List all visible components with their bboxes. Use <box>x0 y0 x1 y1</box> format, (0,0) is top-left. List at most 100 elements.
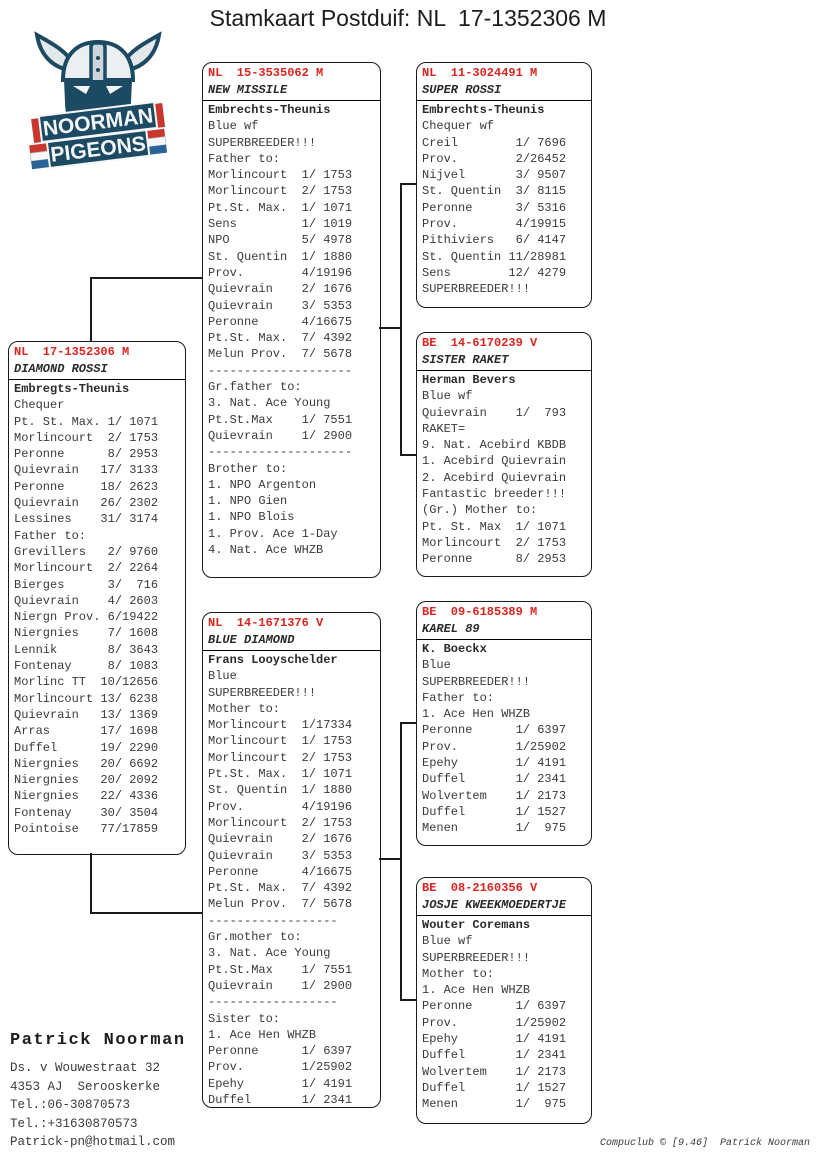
pedigree-details: K. Boeckx Blue SUPERBREEDER!!! Father to: 1.… <box>417 640 591 837</box>
helmet-rivet-icon <box>96 68 100 72</box>
result-line: Epehy 1/ 4191 <box>422 756 567 771</box>
pedigree-connector-line <box>400 722 402 1000</box>
result-line: Epehy 1/ 4191 <box>422 1032 567 1047</box>
pedigree-details: Wouter Coremans Blue wf SUPERBREEDER!!! Mot… <box>417 916 591 1113</box>
result-line: Melun Prov. 7/ 5678 <box>208 347 353 362</box>
result-line: Duffel 19/ 2290 <box>14 740 159 755</box>
result-line: Blue wf <box>422 934 473 949</box>
result-line: Pt.St. Max. 7/ 4392 <box>208 881 353 896</box>
result-line: Mother to: <box>208 701 281 716</box>
result-line: Menen 1/ 975 <box>422 821 567 836</box>
result-line: Wolvertem 1/ 2173 <box>422 1064 567 1079</box>
ring-number: NL 14-1671376 V <box>208 616 324 630</box>
result-line: 1. Ace Hen WHZB <box>422 707 531 722</box>
pedigree-box-sire-dam: BE 14-6170239 V SISTER RAKET Herman Beve… <box>416 332 592 577</box>
pedigree-connector-line <box>400 722 416 724</box>
result-line: Herman Bevers <box>422 373 516 387</box>
contact-line: Tel.:+31630870573 <box>10 1116 138 1131</box>
result-line: Grevillers 2/ 9760 <box>14 544 159 559</box>
result-line: Prov. 1/25902 <box>208 1060 353 1075</box>
result-line: Chequer <box>14 398 65 413</box>
result-line: Peronne 8/ 2953 <box>14 447 159 462</box>
result-line: Quievrain 1/ 2900 <box>208 428 353 443</box>
result-line: Fantastic breeder!!! <box>422 487 567 502</box>
result-line: Quievrain 4/ 2603 <box>14 593 159 608</box>
result-line: Morlincourt 13/ 6238 <box>14 691 159 706</box>
result-line: K. Boeckx <box>422 642 487 656</box>
result-line: Prov. 4/19915 <box>422 217 567 232</box>
result-line: Epehy 1/ 4191 <box>208 1076 353 1091</box>
result-line: 3. Nat. Ace Young <box>208 396 331 411</box>
ring-number: NL 11-3024491 M <box>422 66 538 80</box>
result-line: Peronne 8/ 2953 <box>422 552 567 567</box>
pedigree-details: Embregts-Theunis Chequer Pt. St. Max. 1/ 1… <box>9 380 185 837</box>
result-line: Sens 1/ 1019 <box>208 217 353 232</box>
result-line: 1. Prov. Ace 1-Day <box>208 526 338 541</box>
pedigree-connector-line <box>400 454 416 456</box>
ring-number: BE 09-6185389 M <box>422 605 538 619</box>
pedigree-details: Embrechts-Theunis Chequer wf Creil 1/ 7696… <box>417 101 591 298</box>
result-line: 1. Ace Hen WHZB <box>422 983 531 998</box>
result-line: Quievrain 1/ 2900 <box>208 978 353 993</box>
result-line: Embrechts-Theunis <box>422 103 545 117</box>
result-line: Pt.St. Max. 7/ 4392 <box>208 331 353 346</box>
result-line: Niergnies 20/ 2092 <box>14 773 159 788</box>
result-line: Niergnies 20/ 6692 <box>14 756 159 771</box>
result-line: Morlincourt 1/ 1753 <box>208 734 353 749</box>
dutch-flag-tail-right-icon <box>142 128 168 156</box>
result-line: Father to: <box>14 528 87 543</box>
result-line: Duffel 1/ 1527 <box>422 1080 567 1095</box>
result-line: Morlincourt 2/ 1753 <box>422 535 567 550</box>
result-line: NPO 5/ 4978 <box>208 233 353 248</box>
result-line: St. Quentin 1/ 1880 <box>208 783 353 798</box>
result-line: Pt. St. Max 1/ 1071 <box>422 519 567 534</box>
result-line: Prov. 2/26452 <box>422 151 567 166</box>
page-title: Stamkaart Postduif: NL 17-1352306 M <box>209 5 607 31</box>
result-line: Quievrain 13/ 1369 <box>14 707 159 722</box>
result-line: Blue <box>422 658 451 673</box>
pedigree-connector-line <box>400 183 416 185</box>
result-line: Creil 1/ 7696 <box>422 135 567 150</box>
breeder-contact-block: Patrick Noorman Ds. v Wouwestraat 32 4353… <box>10 1030 186 1152</box>
result-line: Lessines 31/ 3174 <box>14 512 159 527</box>
pigeon-name: DIAMOND ROSSI <box>9 361 185 380</box>
result-line: St. Quentin 1/ 1880 <box>208 249 353 264</box>
result-line: Morlincourt 2/ 1753 <box>208 750 353 765</box>
ring-number: NL 17-1352306 M <box>14 345 130 359</box>
result-line: SUPERBREEDER!!! <box>208 685 317 700</box>
ring-number: NL 15-3535062 M <box>208 66 324 80</box>
result-line: Chequer wf <box>422 119 495 134</box>
result-line: Morlincourt 2/ 1753 <box>14 430 159 445</box>
result-line: Nijvel 3/ 9507 <box>422 168 567 183</box>
result-line: Pt.St.Max 1/ 7551 <box>208 962 353 977</box>
contact-line: Tel.:06-30870573 <box>10 1098 131 1112</box>
result-line: Pointoise 77/17859 <box>14 822 159 837</box>
result-line: Pt. St. Max. 1/ 1071 <box>14 414 159 429</box>
pedigree-connector-line <box>379 858 400 860</box>
result-line: Prov. 1/25902 <box>422 1015 567 1030</box>
result-line: Blue <box>208 669 237 684</box>
result-line: St. Quentin 11/28981 <box>422 249 567 264</box>
result-line: Gr.father to: <box>208 380 302 395</box>
ring-number: BE 08-2160356 V <box>422 881 538 895</box>
result-line: Peronne 4/16675 <box>208 864 353 879</box>
result-line: SUPERBREEDER!!! <box>422 282 531 297</box>
pedigree-connector-line <box>400 183 402 455</box>
pigeon-name: SUPER ROSSI <box>417 82 591 101</box>
result-line: (Gr.) Mother to: <box>422 503 538 518</box>
pigeon-name: JOSJE KWEEKMOEDERTJE <box>417 897 591 916</box>
result-line: Quievrain 2/ 1676 <box>208 282 353 297</box>
pedigree-box-dam-sire: BE 09-6185389 M KAREL 89 K. Boeckx Blue SU… <box>416 601 592 846</box>
result-line: Gr.mother to: <box>208 930 302 945</box>
software-credit: Compuclub © [9.46] Patrick Noorman <box>599 1138 810 1149</box>
pedigree-connector-line <box>90 277 202 279</box>
result-line: 1. NPO Argenton <box>208 477 317 492</box>
result-line: Father to: <box>208 151 281 166</box>
pedigree-details: Frans Looyschelder Blue SUPERBREEDER!!! Mot… <box>203 651 380 1107</box>
pigeon-name: SISTER RAKET <box>417 352 591 371</box>
result-line: Morlincourt 2/ 1753 <box>208 815 353 830</box>
result-line: Pithiviers 6/ 4147 <box>422 233 567 248</box>
result-line: Morlinc TT 10/12656 <box>14 675 159 690</box>
result-line: Morlincourt 1/17334 <box>208 718 353 733</box>
result-line: Melun Prov. 7/ 5678 <box>208 897 353 912</box>
